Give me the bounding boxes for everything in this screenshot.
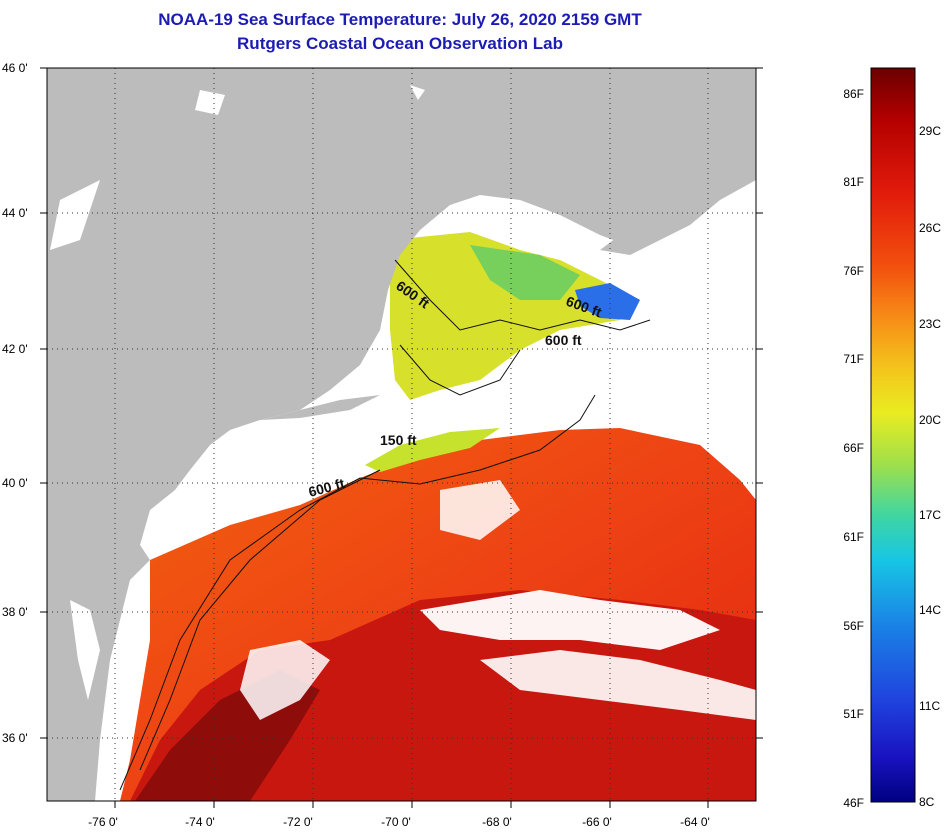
colorbar-f-label: 76F bbox=[843, 264, 864, 278]
bathymetry-contours bbox=[119, 259, 651, 791]
land-nova-scotia bbox=[600, 150, 756, 255]
cold-sst-patch bbox=[575, 283, 640, 320]
lake bbox=[410, 85, 425, 100]
map-area: 600 ft 600 ft 600 ft 150 ft 600 ft bbox=[47, 68, 756, 801]
map-frame bbox=[46, 67, 757, 802]
colorbar-f-label: 86F bbox=[843, 87, 864, 101]
lat-label: 46 0' bbox=[2, 61, 28, 75]
colorbar bbox=[870, 67, 916, 803]
graticule bbox=[47, 68, 756, 801]
colorbar-c-label: 23C bbox=[919, 317, 941, 331]
cloud-streak bbox=[240, 640, 330, 720]
lon-label: -64 0' bbox=[680, 815, 710, 829]
colorbar-f-label: 56F bbox=[843, 619, 864, 633]
lat-label: 44 0' bbox=[2, 206, 28, 220]
colorbar-c-label: 17C bbox=[919, 508, 941, 522]
lon-label: -76 0' bbox=[88, 815, 118, 829]
contour-gulf-maine bbox=[394, 259, 651, 331]
lon-label: -72 0' bbox=[283, 815, 313, 829]
land-mainland bbox=[47, 68, 756, 801]
cloud-streak bbox=[480, 650, 756, 720]
contour-label: 600 ft bbox=[545, 332, 582, 348]
cool-sst-band bbox=[365, 428, 500, 472]
lake bbox=[195, 90, 225, 115]
colorbar-f-label: 81F bbox=[843, 175, 864, 189]
colorbar-c-label: 14C bbox=[919, 603, 941, 617]
colorbar-c-label: 20C bbox=[919, 413, 941, 427]
lat-label: 40 0' bbox=[2, 476, 28, 490]
contour-georges bbox=[399, 344, 521, 396]
land-long-island bbox=[260, 395, 380, 420]
contour-label: 150 ft bbox=[380, 432, 417, 448]
lake bbox=[50, 180, 100, 250]
lon-label: -66 0' bbox=[582, 815, 612, 829]
colorbar-c-label: 8C bbox=[919, 795, 935, 809]
longitude-axis bbox=[114, 801, 709, 808]
lon-label: -70 0' bbox=[381, 815, 411, 829]
colorbar-f-label: 66F bbox=[843, 441, 864, 455]
map-subtitle: Rutgers Coastal Ocean Observation Lab bbox=[237, 34, 563, 53]
contour-600ft bbox=[119, 394, 596, 791]
contour-150ft bbox=[139, 469, 381, 771]
colorbar-fahrenheit-labels: 86F 81F 76F 71F 66F 61F 56F 51F 46F bbox=[843, 87, 864, 810]
lon-label: -68 0' bbox=[482, 815, 512, 829]
lat-label: 36 0' bbox=[2, 731, 28, 745]
cool-sst-patch bbox=[470, 245, 580, 300]
colorbar-f-label: 46F bbox=[843, 796, 864, 810]
lon-label: -74 0' bbox=[185, 815, 215, 829]
colorbar-c-label: 26C bbox=[919, 221, 941, 235]
colorbar-celsius-labels: 29C 26C 23C 20C 17C 14C 11C 8C bbox=[919, 124, 941, 809]
cloud-streak bbox=[420, 590, 720, 650]
lat-label: 38 0' bbox=[2, 605, 28, 619]
colorbar-f-label: 71F bbox=[843, 352, 864, 366]
latitude-axis bbox=[40, 67, 763, 739]
cloud-patch bbox=[440, 480, 520, 540]
chesapeake-bay bbox=[70, 600, 100, 700]
colorbar-f-label: 61F bbox=[843, 530, 864, 544]
colorbar-c-label: 11C bbox=[919, 699, 940, 713]
lat-label: 42 0' bbox=[2, 342, 28, 356]
colorbar-c-label: 29C bbox=[919, 124, 941, 138]
colorbar-f-label: 51F bbox=[843, 707, 864, 721]
hot-sst-region bbox=[130, 590, 756, 801]
map-title: NOAA-19 Sea Surface Temperature: July 26… bbox=[158, 10, 642, 29]
